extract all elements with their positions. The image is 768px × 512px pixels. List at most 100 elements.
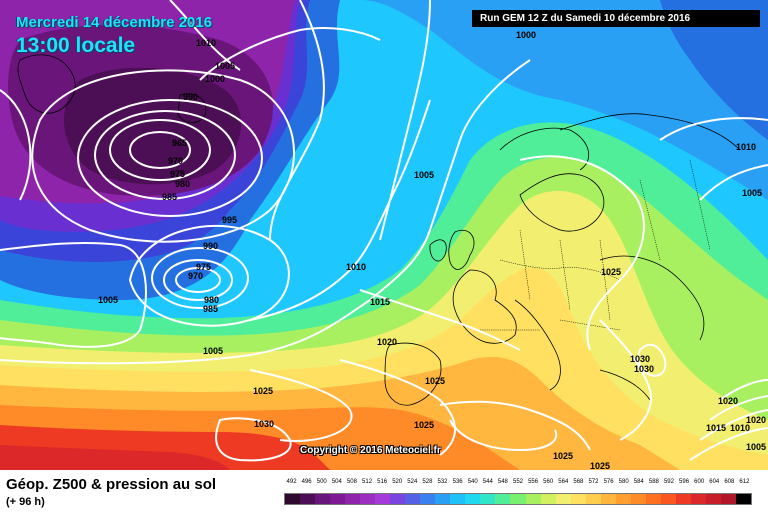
forecast-date: Mercredi 14 décembre 2016 [16,14,212,31]
scale-value: 532 [437,479,448,485]
isobar-label: 1025 [590,461,610,470]
scale-swatch [330,494,346,504]
scale-swatch [630,494,646,504]
isobars [0,0,768,462]
scale-swatch [690,494,706,504]
isobar-labels: 1010 1000 1005 990 965 970 975 980 985 9… [98,30,766,470]
scale-value: 528 [422,479,433,485]
scale-value: 500 [316,479,327,485]
model-run-label: Run GEM 12 Z du Samedi 10 décembre 2016 [472,10,760,27]
scale-swatch [435,494,451,504]
isobar-label: 995 [222,215,237,225]
isobar-label: 1030 [630,354,650,364]
z500-band-600 [0,445,230,470]
scale-value: 504 [331,479,342,485]
isobar-label: 1020 [377,337,397,347]
scale-swatch [510,494,526,504]
scale-value: 568 [573,479,584,485]
scale-swatch [390,494,406,504]
color-scale-bar [284,493,752,505]
isobar-label: 985 [203,304,218,314]
isobar-label: 970 [188,271,203,281]
isobar-label: 1000 [516,30,536,40]
color-scale-values: 492 496 500 504 508 512 516 520 524 528 532 536 540 5… [284,479,752,489]
scale-swatch [720,494,736,504]
scale-value: 548 [497,479,508,485]
scale-value: 560 [543,479,554,485]
z500-band-ne [660,0,768,140]
isobar-label: 1010 [346,262,366,272]
scale-swatch [315,494,331,504]
scale-swatch [735,494,751,504]
isobar-label: 1025 [253,386,273,396]
scale-swatch [405,494,421,504]
scale-swatch [360,494,376,504]
scale-value: 524 [407,479,418,485]
borders [480,159,711,331]
isobar-label: 990 [203,241,218,251]
scale-swatch [465,494,481,504]
isobar-label: 965 [172,138,187,148]
scale-value: 540 [467,479,478,485]
isobar-label: 1005 [742,188,762,198]
scale-value: 516 [377,479,388,485]
scale-swatch [660,494,676,504]
isobar-label: 1025 [425,376,445,386]
legend-subtitle: (+ 96 h) [6,496,45,508]
isobar-label: 1020 [718,396,738,406]
scale-swatch [675,494,691,504]
isobar-label: 1005 [746,442,766,452]
isobar-label: 1005 [414,170,434,180]
isobar-label: 980 [204,295,219,305]
scale-swatch [645,494,661,504]
scale-value: 492 [286,479,297,485]
scale-swatch [585,494,601,504]
isobar-label: 990 [183,92,198,102]
isobar-label: 985 [162,192,177,202]
isobar-label: 1010 [196,38,216,48]
copyright-label: Copyright © 2016 Meteociel.fr [300,445,441,456]
forecast-time: 13:00 locale [16,34,136,57]
isobar-label: 1015 [370,297,390,307]
weather-map-graphic: 1010 1000 1005 990 965 970 975 980 985 9… [0,0,768,470]
isobar-label: 970 [168,156,183,166]
isobar-label: 1005 [98,295,118,305]
z500-band-496 [63,67,242,185]
scale-swatch [600,494,616,504]
scale-swatch [525,494,541,504]
isobar-label: 1025 [553,451,573,461]
weather-map: 1010 1000 1005 990 965 970 975 980 985 9… [0,0,768,470]
scale-value: 552 [512,479,524,485]
isobar-label: 975 [196,262,211,272]
scale-value: 508 [346,479,357,485]
scale-swatch [300,494,316,504]
scale-swatch [495,494,511,504]
scale-value: 588 [648,479,659,485]
isobar-label: 1000 [205,74,225,84]
isobar-label: 1010 [730,423,750,433]
scale-value: 512 [362,479,373,485]
isobar-label: 980 [175,179,190,189]
scale-swatch [555,494,571,504]
scale-value: 544 [482,479,493,485]
isobar-label: 1005 [215,61,235,71]
scale-swatch [450,494,466,504]
scale-value: 604 [709,479,720,485]
isobar-label: 1030 [254,419,274,429]
scale-swatch [705,494,721,504]
scale-value: 608 [724,479,735,485]
scale-value: 600 [694,479,705,485]
scale-value: 520 [392,479,403,485]
scale-swatch [570,494,586,504]
isobar-label: 1010 [736,142,756,152]
scale-swatch [285,494,301,504]
scale-value: 572 [588,479,599,485]
scale-value: 536 [452,479,463,485]
isobar-label: 1025 [601,267,621,277]
scale-swatch [375,494,391,504]
color-scale: 492 496 500 504 508 512 516 520 524 528 532 536 540 5… [284,479,752,511]
isobar-label: 1020 [746,415,766,425]
scale-value: 556 [528,479,539,485]
scale-swatch [540,494,556,504]
scale-value: 596 [679,479,690,485]
